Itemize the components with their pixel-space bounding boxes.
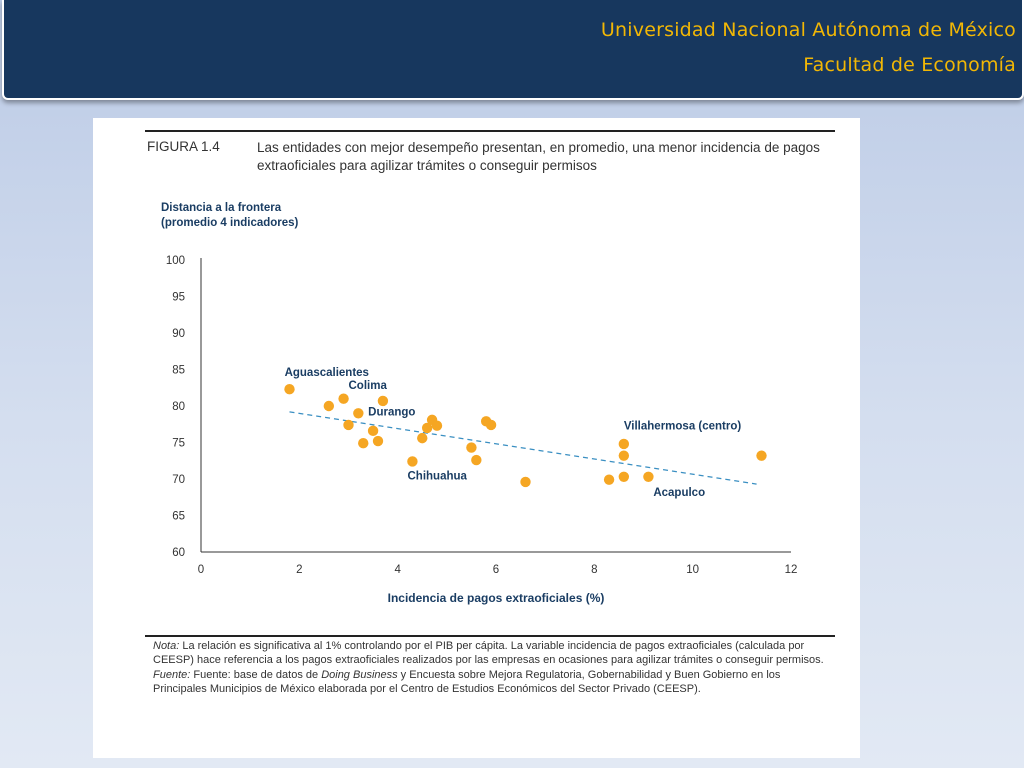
note-text: La relación es significativa al 1% contr…	[153, 640, 824, 667]
data-point	[343, 419, 354, 431]
y-axis-label-line1: Distancia a la frontera	[161, 202, 282, 214]
y-tick-label: 70	[172, 474, 185, 486]
university-name: Universidad Nacional Autónoma de México	[600, 19, 1016, 41]
x-tick-label: 4	[394, 564, 401, 576]
y-axis-label-line2: (promedio 4 indicadores)	[161, 217, 299, 229]
data-point	[643, 471, 654, 483]
data-point	[372, 435, 384, 447]
y-tick-label: 100	[166, 255, 185, 267]
note-label: Nota:	[153, 640, 180, 652]
point-annotation: Durango	[368, 406, 415, 418]
data-point	[466, 442, 477, 453]
source-text-1: Fuente: base de datos de	[190, 668, 322, 681]
data-point	[284, 384, 295, 395]
data-point	[431, 420, 443, 431]
data-point	[407, 456, 418, 467]
data-point	[367, 425, 379, 437]
y-tick-label: 60	[172, 547, 185, 559]
point-annotation: Aguascalientes	[285, 367, 369, 379]
point-annotation: Colima	[349, 380, 388, 392]
figure-panel: FIGURA 1.4 Las entidades con mejor desem…	[93, 118, 860, 758]
source-text-2: y Encuesta sobre Mejora Regulatoria, Gob…	[153, 668, 781, 695]
data-point	[618, 450, 630, 461]
data-point	[323, 400, 335, 412]
point-annotation: Chihuahua	[408, 471, 468, 483]
faculty-name: Facultad de Economía	[803, 54, 1016, 76]
y-tick-label: 80	[172, 401, 185, 413]
figure-title: Las entidades con mejor desempeño presen…	[257, 140, 820, 173]
note-paragraph: Nota: La relación es significativa al 1%…	[153, 639, 833, 668]
trend-line	[289, 411, 757, 485]
y-tick-label: 85	[172, 365, 185, 377]
x-tick-label: 2	[296, 564, 302, 576]
data-point	[603, 474, 615, 485]
figure-top-rule	[145, 130, 835, 132]
data-point	[377, 395, 389, 407]
data-point	[421, 422, 433, 434]
y-tick-label: 65	[172, 511, 185, 523]
x-tick-label: 10	[686, 564, 699, 576]
scatter-plot: 60 65 70 75 80 85 90 95 100 0 2 4 6 8 10 12 Incidencia d…	[166, 255, 798, 605]
y-tick-label: 95	[172, 292, 185, 304]
data-point	[520, 476, 531, 488]
x-tick-label: 0	[198, 564, 204, 576]
figure-number: FIGURA 1.4	[147, 139, 220, 154]
y-tick-label: 75	[172, 438, 185, 450]
slide-header: Universidad Nacional Autónoma de México …	[2, 0, 1024, 100]
point-annotation: Acapulco	[653, 487, 705, 499]
source-paragraph: Fuente: Fuente: base de datos de Doing B…	[153, 668, 833, 697]
data-point	[417, 432, 428, 444]
x-tick-label: 8	[591, 564, 597, 576]
x-axis-label: Incidencia de pagos extraoficiales (%)	[388, 591, 605, 605]
y-tick-label: 90	[172, 328, 185, 340]
source-label: Fuente:	[153, 668, 191, 681]
figure-notes: Nota: La relación es significativa al 1%…	[153, 639, 833, 696]
point-annotation: Villahermosa (centro)	[624, 420, 742, 432]
data-point	[618, 471, 630, 483]
figure-bottom-rule	[145, 635, 835, 637]
x-tick-label: 12	[785, 564, 798, 576]
data-point	[338, 393, 349, 404]
data-point	[485, 419, 497, 431]
data-point	[471, 454, 482, 466]
data-point	[358, 438, 369, 449]
x-tick-label: 6	[493, 564, 499, 576]
data-point	[756, 450, 767, 461]
data-point	[353, 408, 364, 419]
source-italic: Doing Business	[321, 668, 398, 681]
data-point	[618, 438, 630, 450]
y-axis-label: Distancia a la frontera (promedio 4 indi…	[161, 201, 421, 231]
